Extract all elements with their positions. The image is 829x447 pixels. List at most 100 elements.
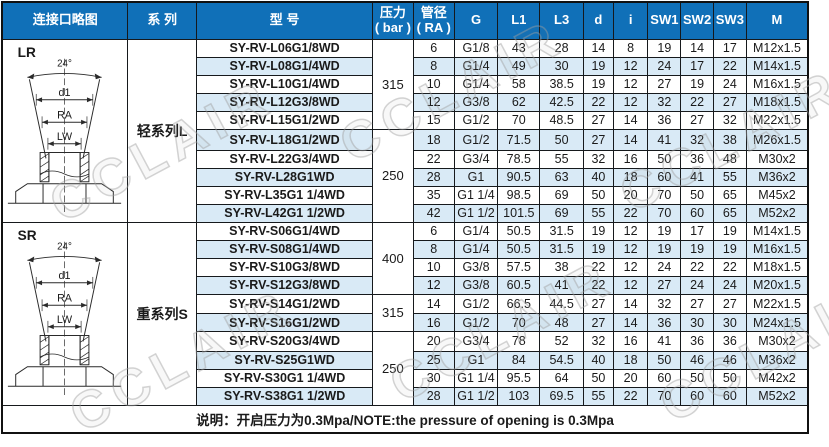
sw3-cell: 24 <box>712 275 747 295</box>
i-cell: 16 <box>612 331 649 352</box>
sw2-cell: 22 <box>680 92 714 112</box>
table-row: SY-RV-S10G3/8WD 10 G3/8 57.5 38 22 12 24 22 22 M18… <box>2 257 809 277</box>
sw3-cell: 30 <box>712 313 747 332</box>
m-cell: M18x1.5 <box>745 257 809 277</box>
i-cell: 14 <box>612 110 649 130</box>
i-cell: 12 <box>612 221 649 241</box>
d-cell: 40 <box>582 350 615 370</box>
table-row: SY-RV-L35G1 1/4WD 35 G1 1/4 98.5 69 50 20 70 50 6… <box>2 185 809 205</box>
diagram-cell-sr: SR 24° d1 RA LW <box>1 221 129 406</box>
m-cell: M42x2 <box>745 368 809 388</box>
ra-cell: 15 <box>412 110 455 130</box>
ra-cell: 6 <box>412 38 455 58</box>
diagram-angle-label: 24° <box>57 58 72 69</box>
l1-cell: 50.5 <box>497 239 541 259</box>
diagram-d1-label: d1 <box>59 86 71 98</box>
g-cell: G1 1/2 <box>453 386 499 406</box>
ra-cell: 10 <box>412 257 455 277</box>
column-header: d <box>582 1 615 40</box>
header-row: 连接口略图系 列型 号压力 ( bar ) 管径 ( RA ) G L1 L3 d i SW1… <box>1 1 809 40</box>
g-cell: G3/4 <box>453 331 499 352</box>
series-cell-sr: 重系列S <box>127 221 197 406</box>
l3-cell: 64 <box>539 368 584 388</box>
l3-cell: 38 <box>539 257 584 277</box>
i-cell: 18 <box>612 350 649 370</box>
spec-table: 连接口略图系 列型 号压力 ( bar ) 管径 ( RA ) G L1 L3 d i SW1… <box>1 1 809 434</box>
i-cell: 12 <box>612 275 649 295</box>
g-cell: G1 1/4 <box>453 185 499 205</box>
column-header: L1 <box>497 1 541 40</box>
model-cell: SY-RV-L10G1/4WD <box>195 74 374 94</box>
l3-cell: 48 <box>539 313 584 332</box>
sw2-cell: 32 <box>680 128 714 151</box>
sw2-cell: 24 <box>680 275 714 295</box>
sw3-cell: 19 <box>712 239 747 259</box>
i-cell: 20 <box>612 368 649 388</box>
sw3-cell: 46 <box>712 350 747 370</box>
l1-cell: 50.5 <box>497 221 541 241</box>
sw2-cell: 36 <box>680 149 714 169</box>
table-row: SY-RV-L10G1/4WD 10 G1/4 58 38.5 19 12 27 19 24 M16… <box>2 74 809 94</box>
g-cell: G1 1/4 <box>453 368 499 388</box>
model-cell: SY-RV-L42G1 1/2WD <box>195 203 374 223</box>
model-cell: SY-RV-S38G1 1/2WD <box>195 386 374 406</box>
ra-cell: 18 <box>412 128 455 151</box>
fitting-diagram: LR 24° d1 RA LW <box>8 44 122 215</box>
model-cell: SY-RV-S20G3/4WD <box>195 331 374 352</box>
diagram-ra-label: RA <box>57 109 73 121</box>
model-cell: SY-RV-L35G1 1/4WD <box>195 185 374 205</box>
sw3-cell: 36 <box>712 331 747 352</box>
sw2-cell: 50 <box>680 368 714 388</box>
sw2-cell: 60 <box>680 203 714 223</box>
column-header: SW1 <box>647 1 682 40</box>
sw1-cell: 19 <box>647 221 682 241</box>
table-row: SY-RV-S38G1 1/2WD 28 G1 1/2 103 69.5 55 22 70 60… <box>2 386 809 406</box>
g-cell: G1/2 <box>453 128 499 151</box>
model-cell: SY-RV-S30G1 1/4WD <box>195 368 374 388</box>
sw1-cell: 70 <box>647 185 682 205</box>
g-cell: G1/4 <box>453 221 499 241</box>
l1-cell: 78 <box>497 331 541 352</box>
sw2-cell: 14 <box>680 38 714 58</box>
l1-cell: 71.5 <box>497 128 541 151</box>
diagram-d1-label: d1 <box>59 269 71 281</box>
model-cell: SY-RV-L06G1/8WD <box>195 38 374 58</box>
sw2-cell: 36 <box>680 331 714 352</box>
i-cell: 22 <box>612 203 649 223</box>
ra-cell: 6 <box>412 221 455 241</box>
d-cell: 50 <box>582 368 615 388</box>
sw3-cell: 55 <box>712 167 747 187</box>
pressure-cell: 315 <box>372 38 414 130</box>
m-cell: M20x1.5 <box>745 275 809 295</box>
g-cell: G3/8 <box>453 92 499 112</box>
diagram-lw-label: LW <box>57 313 73 325</box>
table-row: SY-RV-L28G1WD 28 G1 90.5 63 40 18 60 41 55 M36x2 <box>2 167 809 187</box>
i-cell: 16 <box>612 149 649 169</box>
l1-cell: 62 <box>497 92 541 112</box>
ra-cell: 12 <box>412 92 455 112</box>
m-cell: M22x1.5 <box>745 293 809 314</box>
sw1-cell: 19 <box>647 239 682 259</box>
ra-cell: 8 <box>412 56 455 76</box>
l1-cell: 58 <box>497 74 541 94</box>
g-cell: G1/4 <box>453 239 499 259</box>
pressure-cell: 315 <box>372 293 414 332</box>
sw1-cell: 36 <box>647 313 682 332</box>
m-cell: M22x1.5 <box>745 110 809 130</box>
sw3-cell: 65 <box>712 185 747 205</box>
sw3-cell: 32 <box>712 110 747 130</box>
model-cell: SY-RV-L18G1/2WD <box>195 128 374 151</box>
l1-cell: 103 <box>497 386 541 406</box>
d-cell: 27 <box>582 293 615 314</box>
l3-cell: 69.5 <box>539 386 584 406</box>
table-row: SY-RV-L42G1 1/2WD 42 G1 1/2 101.5 69 55 22 70 60… <box>2 203 809 223</box>
sw3-cell: 38 <box>712 128 747 151</box>
d-cell: 27 <box>582 110 615 130</box>
d-cell: 27 <box>582 313 615 332</box>
table-row: SY-RV-L18G1/2WD 250 18 G1/2 71.5 50 27 14 41 32 38… <box>2 128 809 223</box>
m-cell: M30x2 <box>745 149 809 169</box>
l3-cell: 38.5 <box>539 74 584 94</box>
ra-cell: 28 <box>412 386 455 406</box>
i-cell: 12 <box>612 74 649 94</box>
sw3-cell: 24 <box>712 74 747 94</box>
